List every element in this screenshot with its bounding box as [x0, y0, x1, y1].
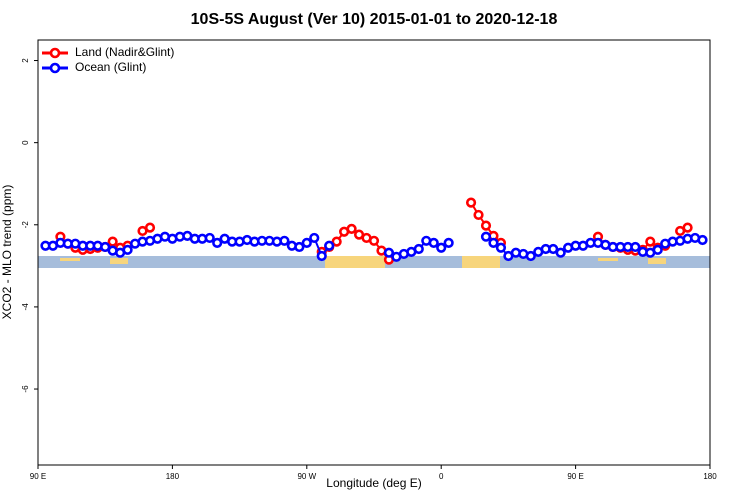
legend-label: Land (Nadir&Glint) [75, 45, 174, 59]
data-point [630, 241, 641, 253]
data-point [144, 222, 156, 233]
data-point [495, 242, 507, 253]
data-point [480, 220, 492, 231]
data-point [100, 241, 111, 253]
y-tick-label: -6 [21, 385, 30, 393]
data-point [428, 237, 439, 248]
data-point [645, 236, 656, 247]
land-strip [462, 256, 500, 268]
data-point [204, 232, 215, 244]
data-point [301, 237, 312, 248]
data-point [443, 237, 454, 248]
y-tick-label: -2 [21, 221, 30, 229]
y-tick-label: -4 [21, 303, 30, 311]
data-point [316, 250, 327, 262]
data-point [331, 236, 342, 247]
land-strip [598, 258, 618, 261]
land-strip [325, 256, 385, 268]
y-tick-label: 2 [21, 58, 30, 63]
plot-frame [37, 39, 711, 466]
data-point [383, 247, 395, 258]
x-tick-label: 0 [439, 472, 444, 481]
data-point [107, 236, 118, 247]
x-tick-label: 90 E [30, 472, 46, 481]
x-tick-label: 90 W [297, 472, 316, 481]
x-tick-label: 90 E [567, 472, 583, 481]
land-ocean-strip [38, 256, 710, 268]
data-point [525, 250, 536, 262]
data-point [413, 243, 424, 255]
x-axis-label: Longitude (deg E) [326, 476, 421, 490]
data-point [682, 222, 693, 233]
land-strip [110, 258, 128, 264]
y-tick-label: 0 [21, 140, 30, 145]
data-point [555, 247, 566, 258]
land-strip [60, 258, 80, 261]
data-point [309, 232, 320, 244]
data-point [368, 235, 380, 246]
data-point [212, 237, 223, 248]
y-axis-label: XCO2 - MLO trend (ppm) [0, 185, 14, 320]
legend-marker [49, 62, 61, 74]
data-point [488, 237, 499, 248]
data-point [324, 240, 335, 251]
data-point [122, 244, 133, 255]
land-strip [648, 258, 666, 264]
data-point [294, 241, 305, 253]
data-point [279, 235, 290, 246]
data-point [436, 242, 447, 253]
legend-label: Ocean (Glint) [75, 60, 146, 74]
data-point [548, 243, 559, 255]
legend-marker [49, 47, 61, 59]
data-point [473, 209, 484, 221]
data-point [480, 231, 492, 242]
data-point [465, 197, 477, 208]
series-line [59, 202, 689, 261]
data-point [346, 223, 357, 234]
x-tick-label: 180 [166, 472, 180, 481]
data-point [652, 244, 663, 255]
chart-title: 10S-5S August (Ver 10) 2015-01-01 to 202… [191, 11, 558, 28]
data-point [697, 234, 708, 246]
x-tick-label: 180 [703, 472, 717, 481]
